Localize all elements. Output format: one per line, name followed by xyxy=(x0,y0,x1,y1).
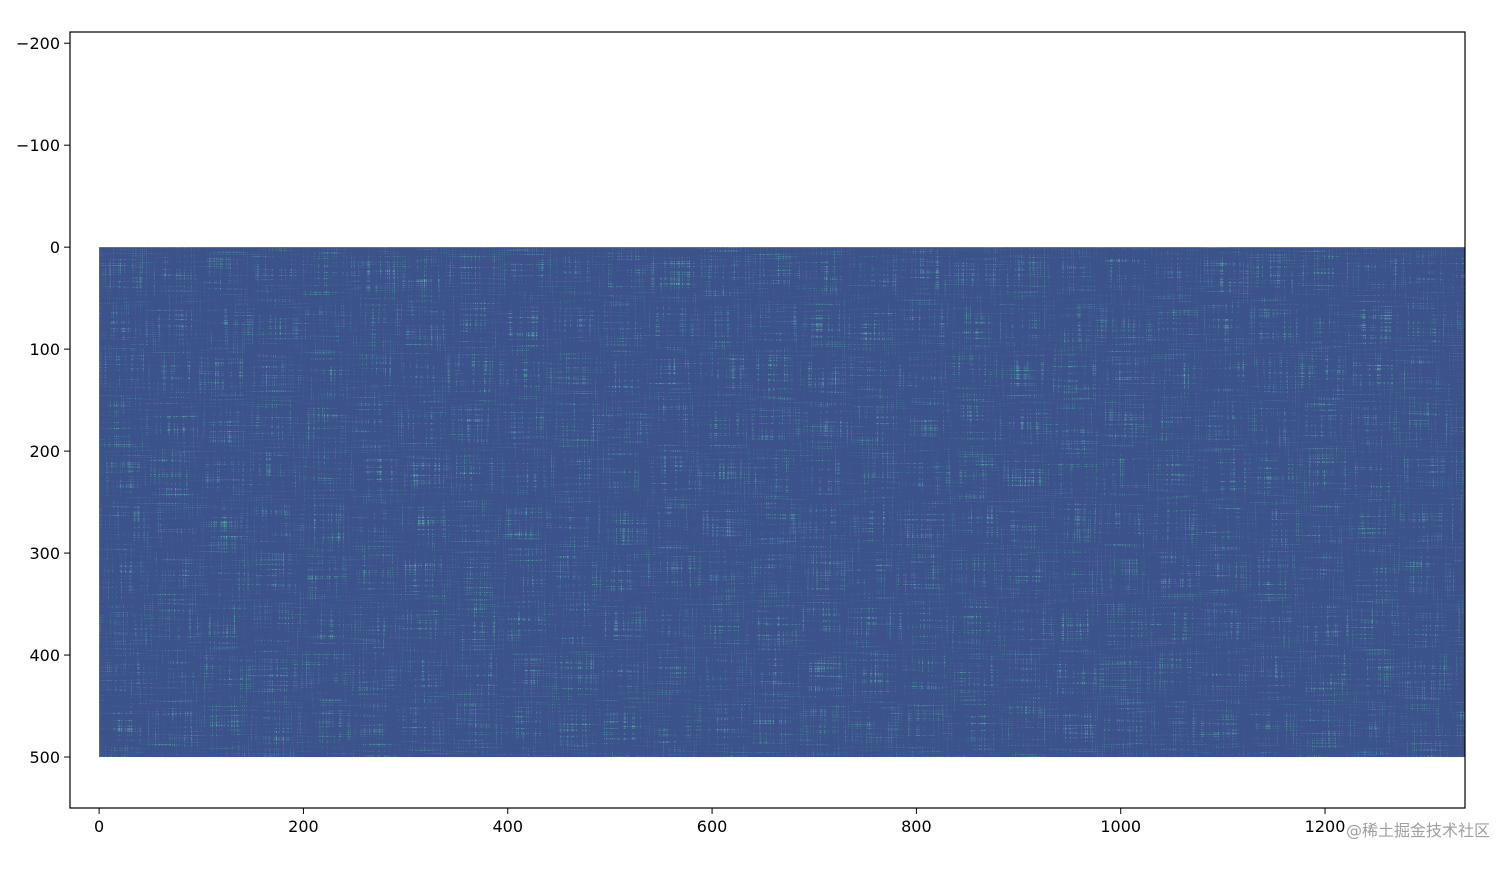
x-tick-label: 1200 xyxy=(1305,817,1346,836)
y-tick-label: 500 xyxy=(29,748,60,767)
y-tick-label: 400 xyxy=(29,646,60,665)
y-tick-label: −100 xyxy=(16,136,60,155)
y-tick-label: 200 xyxy=(29,442,60,461)
x-tick-label: 200 xyxy=(288,817,319,836)
x-tick-label: 1000 xyxy=(1100,817,1141,836)
y-tick-label: 300 xyxy=(29,544,60,563)
x-tick-label: 600 xyxy=(697,817,728,836)
watermark: @稀土掘金技术社区 xyxy=(1346,821,1490,840)
axes-frame xyxy=(69,31,1466,809)
plot-area xyxy=(99,247,1465,758)
x-tick-label: 800 xyxy=(901,817,932,836)
x-tick-label: 0 xyxy=(94,817,104,836)
x-tick-label: 400 xyxy=(492,817,523,836)
y-tick-label: 0 xyxy=(50,238,60,257)
heatmap-texture xyxy=(99,247,1465,758)
y-tick-label: 100 xyxy=(29,340,60,359)
y-tick-label: −200 xyxy=(16,34,60,53)
